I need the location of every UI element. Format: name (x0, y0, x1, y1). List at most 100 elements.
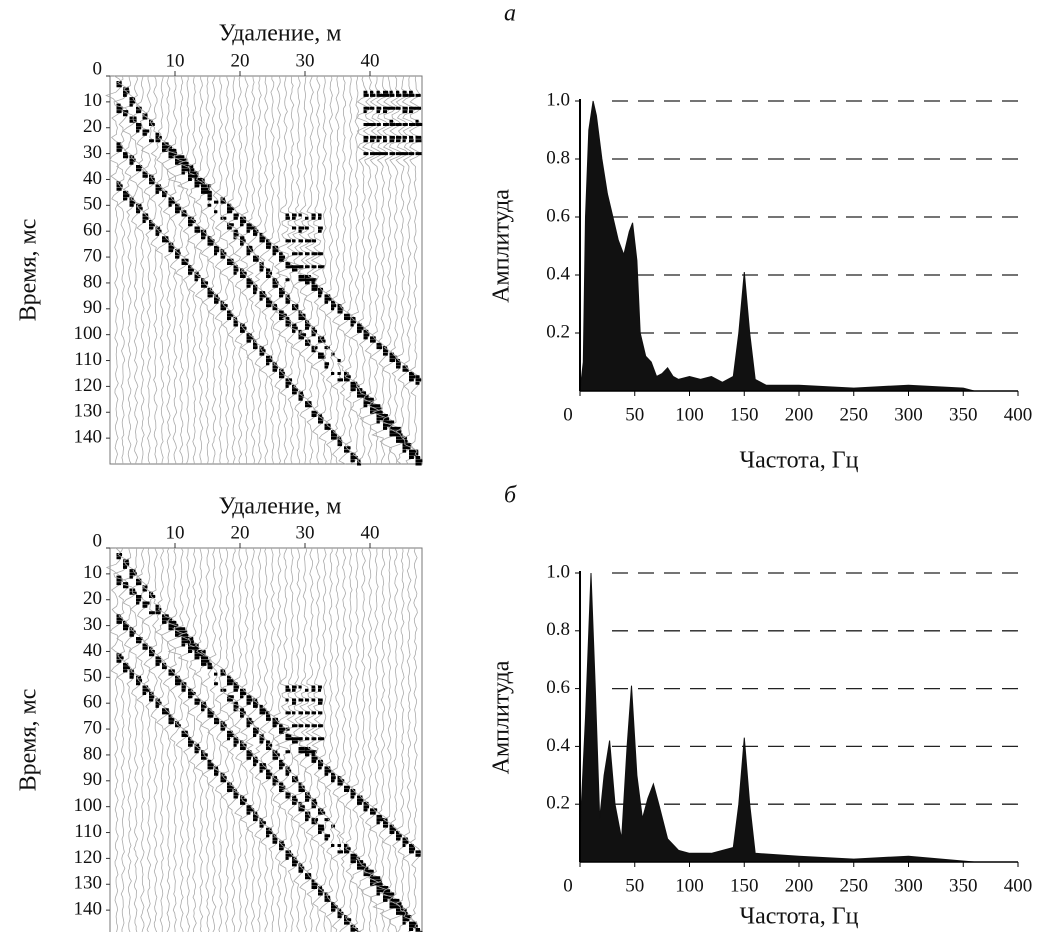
y-tick-label: 100 (74, 323, 103, 344)
trace (267, 547, 281, 932)
trace-fill (389, 824, 402, 909)
x-tick-label: 400 (1004, 404, 1033, 425)
y-tick-label: 130 (74, 401, 103, 422)
y-tick-label: 50 (83, 666, 102, 687)
trace-fill (292, 685, 303, 867)
trace-fill (344, 313, 351, 453)
trace-fill (396, 90, 407, 443)
trace (368, 547, 389, 932)
trace (187, 547, 207, 932)
y-tick-label: 0.6 (546, 205, 570, 226)
trace (207, 547, 220, 932)
trace (303, 75, 319, 465)
y-tick-label: 10 (83, 90, 102, 111)
trace (344, 547, 361, 932)
trace-fill (246, 695, 255, 815)
trace (330, 547, 345, 932)
y-tick-label: 0.4 (546, 263, 570, 284)
y-tick-label: 110 (74, 349, 102, 370)
trace (304, 547, 319, 932)
trace (105, 75, 124, 465)
y-tick-label: 140 (74, 426, 103, 447)
trace-fill (376, 814, 389, 896)
y-axis-title: Время, мс (16, 219, 42, 322)
x-tick-label: 300 (894, 875, 923, 896)
x-tick-label: 400 (1004, 875, 1033, 896)
trace (330, 75, 344, 465)
trace (272, 547, 286, 932)
trace (200, 75, 215, 465)
trace-fill (409, 844, 418, 931)
trace-fill (142, 585, 151, 695)
trace (167, 547, 194, 932)
trace (120, 547, 138, 932)
x-axis-title: Частота, Гц (740, 448, 859, 474)
x-axis-title: Удаление, м (219, 21, 342, 47)
trace (155, 75, 172, 465)
trace (344, 75, 360, 465)
trace (233, 75, 254, 465)
trace (165, 75, 188, 465)
trace (316, 547, 332, 932)
trace (167, 75, 194, 465)
trace (207, 75, 221, 465)
y-tick-label: 120 (74, 375, 103, 396)
trace (148, 547, 162, 932)
trace-fill (123, 87, 130, 201)
trace (129, 547, 143, 932)
trace-fill (370, 808, 382, 886)
y-tick-label: 20 (83, 116, 102, 137)
trace (135, 547, 151, 932)
trace (267, 75, 280, 465)
x-tick-label: 350 (949, 875, 978, 896)
trace (272, 75, 288, 465)
trace-fill (311, 685, 318, 889)
y-tick-label: 30 (83, 142, 102, 163)
y-tick-label: 40 (83, 640, 102, 661)
trace-fill (279, 252, 287, 379)
y-tick-label: 0.4 (546, 735, 570, 756)
x-tick-label: 20 (231, 522, 250, 543)
trace (349, 548, 367, 932)
trace (409, 547, 423, 932)
y-tick-label: 0 (93, 530, 103, 551)
trace (105, 547, 125, 932)
trace (310, 547, 326, 932)
trace (402, 547, 419, 932)
y-tick-label: 110 (74, 821, 102, 842)
trace (160, 75, 178, 465)
y-tick-label: 140 (74, 898, 103, 919)
trace (166, 547, 188, 932)
spectrum-area (579, 100, 975, 392)
trace-fill (162, 142, 171, 243)
trace (113, 75, 130, 465)
x-tick-label: 150 (730, 875, 759, 896)
y-tick-label: 80 (83, 271, 102, 292)
y-tick-label: 0.8 (546, 147, 570, 168)
trace (395, 547, 412, 932)
y-tick-label: 40 (83, 168, 102, 189)
trace-fill (214, 200, 220, 304)
trace (408, 75, 424, 465)
trace-fill (292, 213, 304, 395)
x-axis-title: Частота, Гц (740, 904, 859, 930)
trace-fill (207, 662, 215, 770)
panel-label: б (504, 483, 517, 509)
trace (379, 547, 403, 932)
x-tick-label: 250 (840, 875, 869, 896)
x-tick-label: 40 (361, 522, 380, 543)
trace (274, 75, 294, 465)
trace-fill (116, 553, 124, 663)
trace (154, 547, 171, 932)
y-tick-label: 120 (74, 847, 103, 868)
trace (213, 75, 229, 465)
y-tick-label: 0.6 (546, 677, 570, 698)
x-tick-label: 100 (675, 404, 704, 425)
y-axis-title: Амплитуда (489, 189, 515, 303)
trace-fill (383, 818, 395, 902)
panel-label: а (504, 1, 516, 27)
y-tick-label: 0.8 (546, 619, 570, 640)
trace (219, 75, 235, 465)
x-tick-label: 40 (361, 50, 380, 71)
trace-fill (298, 213, 306, 401)
